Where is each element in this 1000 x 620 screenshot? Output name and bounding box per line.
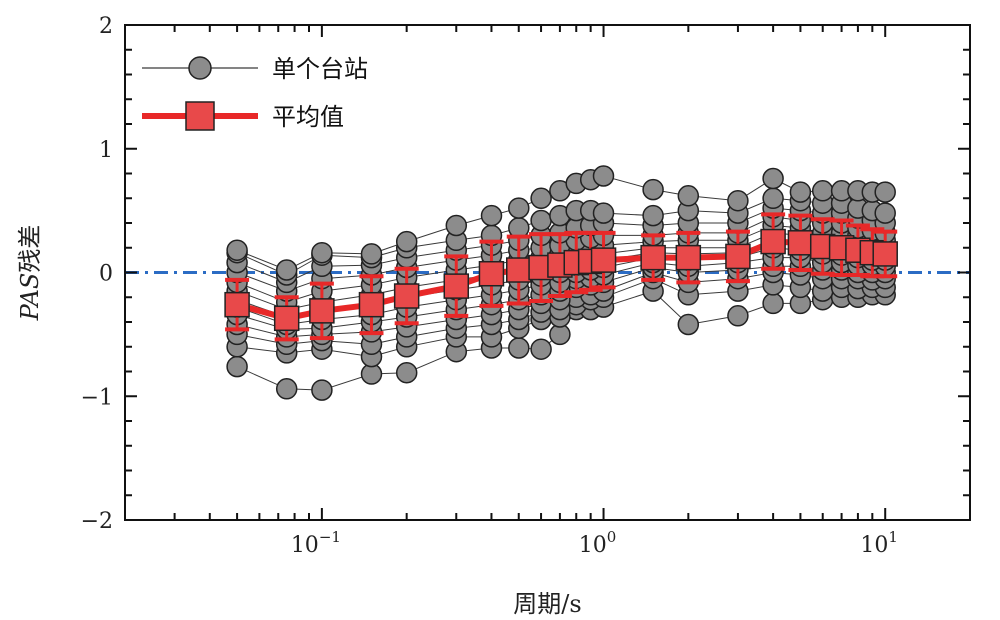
mean-point: [872, 229, 898, 279]
station-point: [874, 181, 896, 203]
station-point: [789, 181, 812, 203]
y-tick-label: −2: [81, 509, 113, 534]
mean-point: [309, 281, 335, 341]
station-point: [677, 313, 700, 336]
mean-square: [872, 241, 898, 267]
station-point: [226, 239, 248, 261]
y-tick-label: 0: [99, 262, 113, 287]
mean-square: [760, 228, 786, 255]
station-point: [762, 292, 784, 315]
station-point: [762, 167, 784, 190]
station-point: [592, 165, 615, 187]
station-point: [642, 178, 664, 201]
mean-square: [506, 257, 532, 283]
legend-mean-label: 平均值: [272, 103, 344, 131]
mean-square: [590, 247, 617, 273]
station-point: [395, 361, 418, 384]
station-point: [275, 259, 298, 281]
station-point: [360, 243, 383, 265]
legend-station-marker: [188, 56, 212, 80]
y-tick-label: 2: [99, 14, 113, 39]
mean-square: [640, 244, 666, 271]
mean-point: [590, 230, 617, 290]
station-point: [508, 197, 530, 219]
mean-square: [675, 244, 702, 271]
mean-point: [224, 277, 250, 332]
station-point: [226, 355, 248, 378]
mean-point: [506, 234, 532, 306]
mean-square: [309, 298, 335, 324]
station-point: [311, 241, 333, 264]
station-point: [642, 204, 664, 227]
legend-mean-marker: [185, 101, 215, 131]
station-point: [530, 338, 552, 360]
station-point: [811, 180, 834, 202]
station-point: [508, 337, 530, 359]
mean-point: [393, 266, 420, 326]
station-point: [727, 305, 749, 327]
y-tick-label: −1: [81, 385, 113, 410]
x-tick-label: 10−1: [291, 528, 341, 558]
legend-station-label: 单个台站: [272, 55, 368, 83]
mean-square: [393, 283, 420, 309]
mean-point: [358, 274, 385, 336]
station-point: [677, 185, 700, 207]
mean-point: [760, 212, 786, 271]
axes: −2 −1 0 1 2 10−1 100 101 周期/s PAS残差: [16, 14, 971, 618]
station-point: [275, 378, 298, 400]
mean-point: [478, 239, 505, 308]
station-point: [445, 214, 468, 237]
mean-point: [675, 230, 702, 285]
mean-point: [273, 295, 300, 342]
mean-square: [273, 305, 300, 332]
mean-point: [787, 213, 814, 273]
y-tick-label: 1: [99, 138, 113, 163]
station-point: [874, 202, 896, 224]
mean-square: [478, 260, 505, 287]
station-point: [530, 187, 552, 210]
mean-series: [224, 212, 898, 342]
station-point: [727, 189, 749, 212]
station-point: [395, 230, 418, 253]
mean-point: [725, 229, 751, 284]
station-point: [762, 187, 784, 210]
station-point: [480, 204, 503, 227]
station-point: [530, 209, 552, 232]
x-tick-label: 100: [579, 528, 617, 558]
station-point: [592, 202, 615, 224]
mean-square: [358, 291, 385, 318]
station-point: [311, 379, 333, 401]
mean-square: [725, 243, 751, 270]
mean-square: [443, 273, 470, 299]
x-tick-label: 101: [860, 528, 898, 558]
x-axis-label: 周期/s: [513, 590, 581, 618]
mean-square: [224, 291, 250, 318]
mean-point: [640, 233, 666, 282]
y-axis-label: PAS残差: [16, 225, 44, 322]
mean-point: [443, 254, 470, 318]
mean-square: [787, 230, 814, 256]
